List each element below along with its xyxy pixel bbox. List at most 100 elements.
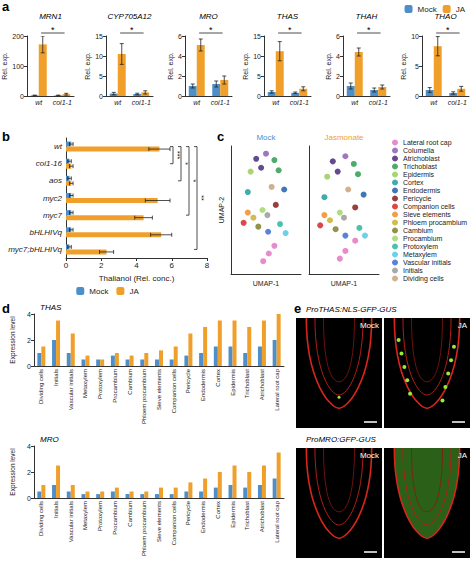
svg-text:Mock: Mock <box>360 451 380 460</box>
svg-text:UMAP-1: UMAP-1 <box>253 280 280 287</box>
svg-text:0: 0 <box>178 93 182 100</box>
svg-text:Pericycle: Pericycle <box>185 500 191 525</box>
svg-text:Rel. exp.: Rel. exp. <box>242 52 250 80</box>
svg-text:Companion cells: Companion cells <box>171 501 177 545</box>
svg-text:Rel. exp.: Rel. exp. <box>325 52 333 80</box>
svg-text:0: 0 <box>27 363 31 370</box>
svg-text:Rel. exp.: Rel. exp. <box>84 52 92 80</box>
svg-text:10: 10 <box>411 33 419 40</box>
svg-text:4: 4 <box>134 261 139 270</box>
svg-text:*: * <box>209 25 213 35</box>
svg-text:ProTHAS:NLS-GFP-GUS: ProTHAS:NLS-GFP-GUS <box>306 305 397 314</box>
svg-text:d: d <box>2 302 10 316</box>
svg-text:Thalianol (Rel. conc.): Thalianol (Rel. conc.) <box>99 274 175 283</box>
svg-text:Sieve elements: Sieve elements <box>403 211 451 218</box>
svg-text:Sieve elements: Sieve elements <box>156 501 162 542</box>
svg-text:4: 4 <box>336 53 340 60</box>
svg-text:Vascular initials: Vascular initials <box>403 259 452 266</box>
svg-text:Phloem procambium: Phloem procambium <box>403 219 467 227</box>
svg-text:6: 6 <box>178 33 182 40</box>
svg-text:Protoxylem: Protoxylem <box>97 501 103 531</box>
svg-text:wt: wt <box>35 99 43 106</box>
svg-text:UMAP-1: UMAP-1 <box>331 280 358 287</box>
svg-text:0: 0 <box>20 93 24 100</box>
svg-text:Expression level: Expression level <box>9 448 17 496</box>
svg-text:2: 2 <box>27 469 31 476</box>
svg-text:coi1-1: coi1-1 <box>448 99 467 106</box>
svg-text:2: 2 <box>99 261 104 270</box>
svg-text:aos: aos <box>49 176 62 185</box>
svg-text:Epidermis: Epidermis <box>230 369 236 396</box>
svg-text:wt: wt <box>54 142 63 151</box>
svg-text:Cambium: Cambium <box>127 369 133 395</box>
svg-text:myc2: myc2 <box>43 194 63 203</box>
svg-text:Vascular initials: Vascular initials <box>68 369 74 410</box>
svg-text:THAS: THAS <box>40 303 62 312</box>
svg-text:2: 2 <box>178 73 182 80</box>
svg-text:5: 5 <box>99 73 103 80</box>
svg-text:Companion cells: Companion cells <box>403 203 455 211</box>
svg-text:Lateral root cap: Lateral root cap <box>274 500 280 542</box>
svg-text:Endodermis: Endodermis <box>403 187 441 194</box>
svg-text:Initials: Initials <box>53 501 59 518</box>
svg-text:4: 4 <box>178 53 182 60</box>
svg-text:Dividing cells: Dividing cells <box>38 369 44 404</box>
svg-text:*: * <box>182 162 189 165</box>
svg-text:2: 2 <box>336 73 340 80</box>
svg-text:Trichoblast: Trichoblast <box>244 369 250 398</box>
svg-text:0: 0 <box>64 261 69 270</box>
svg-text:Atrichoblast: Atrichoblast <box>259 501 265 533</box>
svg-text:*: * <box>51 25 55 35</box>
svg-text:Initials: Initials <box>403 267 423 274</box>
svg-text:6: 6 <box>170 261 175 270</box>
svg-text:Procambium: Procambium <box>112 501 118 535</box>
svg-text:bHLHIVq: bHLHIVq <box>30 228 63 237</box>
svg-text:Trichoblast: Trichoblast <box>244 501 250 530</box>
svg-text:Mock: Mock <box>89 287 109 296</box>
svg-text:Pericycle: Pericycle <box>403 195 432 203</box>
svg-text:0: 0 <box>27 495 31 502</box>
svg-text:Dividing cells: Dividing cells <box>38 501 44 536</box>
svg-text:Vascular initials: Vascular initials <box>68 501 74 542</box>
svg-text:MRO: MRO <box>199 12 218 21</box>
svg-text:Columella: Columella <box>403 147 434 154</box>
svg-text:*: * <box>130 25 134 35</box>
svg-text:myc7;bHLHIVq: myc7;bHLHIVq <box>8 245 62 254</box>
svg-text:coi1-16: coi1-16 <box>36 159 63 168</box>
svg-text:Phloem procambium: Phloem procambium <box>141 369 147 424</box>
svg-text:Protoxylem: Protoxylem <box>403 243 438 251</box>
svg-text:coi1-1: coi1-1 <box>132 99 151 106</box>
svg-text:Metaxylem: Metaxylem <box>82 369 88 398</box>
svg-text:e: e <box>294 302 301 316</box>
svg-text:Endodermis: Endodermis <box>200 501 206 533</box>
svg-text:Rel. exp.: Rel. exp. <box>167 52 175 80</box>
svg-text:Sieve elements: Sieve elements <box>156 369 162 410</box>
svg-text:**: ** <box>198 195 205 201</box>
svg-text:0: 0 <box>257 93 261 100</box>
svg-text:Mock: Mock <box>360 321 380 330</box>
svg-text:wt: wt <box>430 99 438 106</box>
svg-text:Expression level: Expression level <box>9 316 17 364</box>
svg-text:*: * <box>190 179 197 182</box>
svg-text:coi1-1: coi1-1 <box>290 99 309 106</box>
svg-text:5: 5 <box>257 73 261 80</box>
svg-text:4: 4 <box>27 311 31 318</box>
svg-text:MRN1: MRN1 <box>39 12 62 21</box>
svg-text:2: 2 <box>27 337 31 344</box>
svg-text:10: 10 <box>95 53 103 60</box>
svg-text:Mock: Mock <box>256 133 276 142</box>
svg-text:coi1-1: coi1-1 <box>53 99 72 106</box>
svg-text:***: *** <box>174 151 181 159</box>
svg-text:Lateral root cap: Lateral root cap <box>274 368 280 410</box>
svg-text:*: * <box>288 25 292 35</box>
svg-text:0: 0 <box>415 93 419 100</box>
svg-text:Cortex: Cortex <box>215 369 221 387</box>
svg-text:Endodermis: Endodermis <box>200 369 206 401</box>
svg-text:Cambium: Cambium <box>127 501 133 527</box>
svg-text:c: c <box>217 130 224 144</box>
svg-text:0: 0 <box>99 93 103 100</box>
svg-text:Rel. exp.: Rel. exp. <box>1 52 9 80</box>
svg-text:a: a <box>2 0 10 14</box>
svg-text:*: * <box>446 25 450 35</box>
svg-text:Initials: Initials <box>53 369 59 386</box>
